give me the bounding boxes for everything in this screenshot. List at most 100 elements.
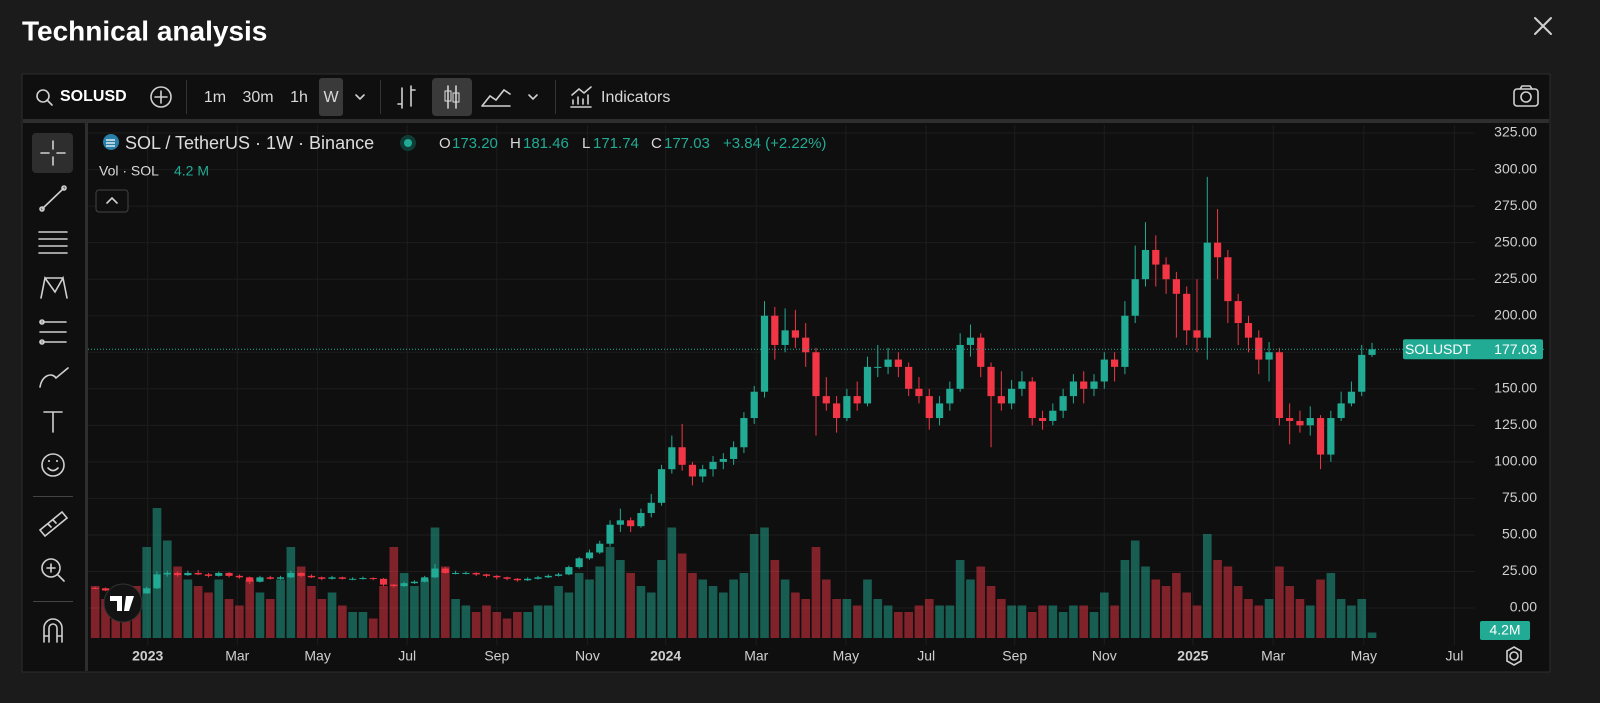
candle-body [1069, 381, 1078, 397]
zoom-tool[interactable] [41, 558, 65, 582]
sidebar-separator [85, 123, 88, 671]
candle-body [1028, 381, 1036, 419]
volume-bar [173, 566, 182, 638]
candle-body [1038, 418, 1047, 421]
candle-body [101, 588, 110, 591]
candle-body [863, 366, 872, 404]
candle-body [493, 575, 501, 578]
candle-body [935, 403, 944, 419]
volume-bar [1069, 605, 1078, 638]
candle-chart-button[interactable] [432, 78, 472, 116]
candle-body [554, 574, 563, 576]
volume-bar [1326, 573, 1336, 638]
fib-tool[interactable] [38, 231, 68, 254]
volume-bar [1089, 612, 1099, 638]
chart-type-dropdown[interactable] [528, 94, 538, 101]
volume-bar [183, 579, 193, 638]
volume-bar [410, 586, 419, 638]
volume-bar [842, 599, 852, 638]
x-tick-label: Mar [225, 648, 249, 664]
crosshair-tool[interactable] [32, 133, 73, 173]
symbol-search[interactable]: SOLUSD [36, 88, 127, 106]
volume-bar [657, 560, 666, 638]
y-tick-label: 50.00 [1502, 526, 1537, 542]
emoji-tool[interactable] [41, 453, 65, 477]
candle-body [884, 359, 892, 367]
candle-body [338, 577, 346, 579]
compare-button[interactable] [150, 86, 172, 108]
screenshot-button[interactable] [1513, 85, 1539, 107]
volume-bar [605, 547, 615, 638]
candle-body [616, 520, 624, 525]
candle-body [637, 513, 645, 527]
chart-panel [21, 73, 1551, 673]
volume-bar [1110, 605, 1119, 638]
price-tag [1403, 339, 1543, 360]
y-tick-label: 150.00 [1494, 380, 1537, 396]
candle-body [287, 572, 295, 578]
interval[interactable]: 1h [290, 89, 308, 106]
candle-icon [447, 85, 457, 109]
candle-body [1224, 257, 1232, 302]
pattern-tool[interactable] [40, 275, 68, 299]
magnet-tool[interactable] [43, 618, 63, 643]
symbol: SOLUSD [60, 88, 127, 105]
x-tick-label: Jul [398, 648, 416, 664]
toolbar-separator [23, 119, 1549, 123]
volume-bar [636, 586, 646, 638]
candle-body [1090, 381, 1098, 389]
volume-bar [1347, 605, 1356, 638]
close-button[interactable] [1534, 17, 1552, 35]
candle-body [369, 578, 377, 580]
volume-bar [708, 586, 718, 638]
volume-bar [523, 612, 533, 638]
interval[interactable]: 1m [204, 89, 226, 106]
volume-bar [904, 612, 913, 638]
indicators-button[interactable]: Indicators [570, 86, 670, 108]
interval[interactable]: 30m [242, 89, 273, 106]
volume-bar [811, 547, 821, 638]
candle-body [1121, 315, 1129, 367]
interval[interactable]: W [323, 89, 339, 106]
candle-body [1111, 359, 1119, 367]
candle-body [812, 352, 820, 397]
trend-line-tool[interactable] [39, 185, 67, 212]
tradingview-logo[interactable] [103, 583, 143, 623]
candle-body [246, 577, 254, 582]
volume-bar [204, 592, 213, 638]
candle-body [524, 578, 532, 581]
toolbar-divider [380, 80, 381, 114]
volume-bar [513, 612, 522, 638]
candle-body [143, 588, 151, 594]
volume-bar [955, 560, 965, 638]
candle-body [822, 396, 830, 404]
volume-bar [780, 579, 790, 638]
area-chart-button[interactable] [481, 88, 511, 107]
candle-body [379, 578, 388, 585]
candle-body [297, 572, 305, 576]
y-tick-label: 200.00 [1494, 306, 1537, 322]
candle-body [719, 458, 727, 462]
volume-bar [863, 579, 872, 638]
volume-bar [440, 566, 450, 638]
prediction-tool[interactable] [39, 319, 67, 345]
y-tick-label: 300.00 [1494, 160, 1537, 176]
brush-tool[interactable] [39, 367, 69, 388]
collapse-legend[interactable] [95, 189, 129, 213]
text-tool[interactable] [43, 411, 63, 433]
bar-chart-button[interactable] [397, 85, 416, 109]
interval-dropdown[interactable] [355, 94, 365, 101]
volume-bar [1233, 586, 1243, 638]
candle-body [791, 330, 800, 338]
volume-bar [667, 527, 677, 638]
toolbar-divider [555, 80, 556, 114]
volume-bar [101, 599, 110, 638]
candle-body [781, 330, 789, 345]
legend-low: 171.74 [593, 135, 639, 152]
chart-settings[interactable] [1506, 646, 1522, 666]
candle-body [328, 577, 336, 579]
volume-bar [543, 605, 553, 638]
candle-body [410, 581, 419, 584]
ruler-tool[interactable] [38, 510, 69, 538]
